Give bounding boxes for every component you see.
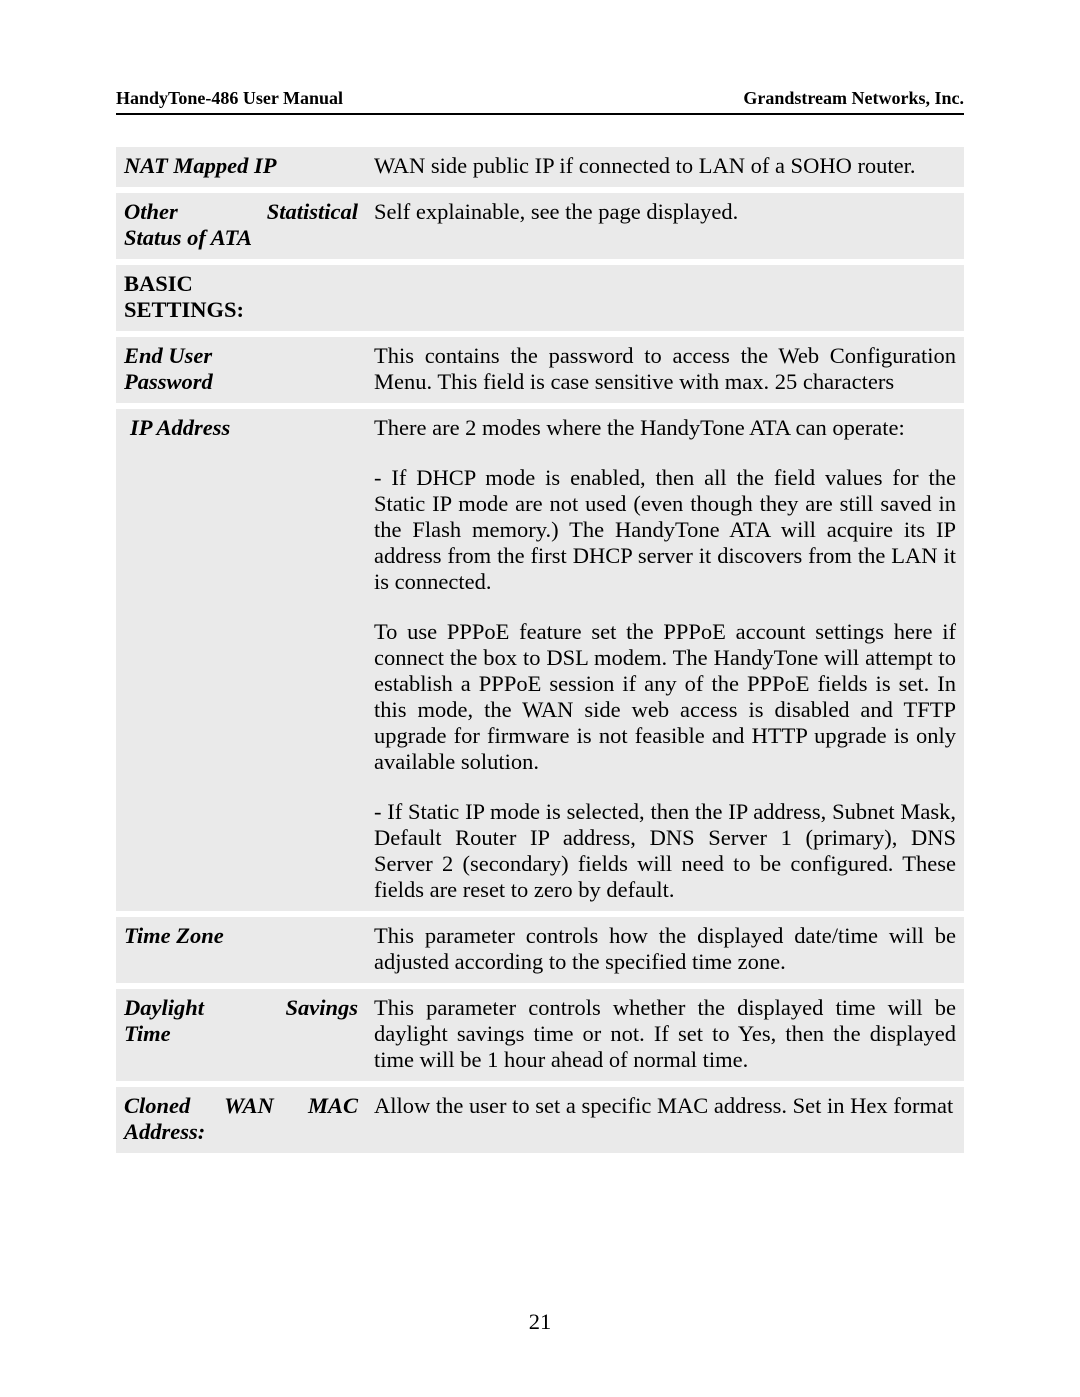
label-text: Daylight xyxy=(124,995,204,1021)
settings-table: NAT Mapped IP WAN side public IP if conn… xyxy=(116,141,964,1159)
row-label-time-zone: Time Zone xyxy=(116,917,366,983)
row-value-end-user-password: This contains the password to access the… xyxy=(366,337,964,403)
table-row: End User Password This contains the pass… xyxy=(116,337,964,403)
label-text: Address: xyxy=(124,1119,358,1145)
header-left: HandyTone-486 User Manual xyxy=(116,88,343,109)
table-row: IP Address There are 2 modes where the H… xyxy=(116,409,964,911)
page-header: HandyTone-486 User Manual Grandstream Ne… xyxy=(116,88,964,115)
table-row: BASIC SETTINGS: xyxy=(116,265,964,331)
row-value-basic-settings xyxy=(366,265,964,331)
row-value-other-stats: Self explainable, see the page displayed… xyxy=(366,193,964,259)
row-label-end-user-password: End User Password xyxy=(116,337,366,403)
table-row: NAT Mapped IP WAN side public IP if conn… xyxy=(116,147,964,187)
row-value-time-zone: This parameter controls how the displaye… xyxy=(366,917,964,983)
row-value-cloned-mac: Allow the user to set a specific MAC add… xyxy=(366,1087,964,1153)
row-label-other-stats: Other Statistical Status of ATA xyxy=(116,193,366,259)
row-value-ip-address: There are 2 modes where the HandyTone AT… xyxy=(366,409,964,911)
label-text: Savings xyxy=(285,995,358,1021)
paragraph: - If Static IP mode is selected, then th… xyxy=(374,799,956,903)
table-row: Other Statistical Status of ATA Self exp… xyxy=(116,193,964,259)
label-text: Other xyxy=(124,199,178,225)
paragraph: There are 2 modes where the HandyTone AT… xyxy=(374,415,956,441)
label-text: End User xyxy=(124,343,212,368)
row-label-cloned-mac: Cloned WAN MAC Address: xyxy=(116,1087,366,1153)
label-text: SETTINGS: xyxy=(124,297,244,322)
row-label-nat-mapped-ip: NAT Mapped IP xyxy=(116,147,366,187)
label-text: Cloned WAN MAC xyxy=(124,1093,358,1119)
row-label-basic-settings: BASIC SETTINGS: xyxy=(116,265,366,331)
header-right: Grandstream Networks, Inc. xyxy=(743,88,964,109)
row-value-nat-mapped-ip: WAN side public IP if connected to LAN o… xyxy=(366,147,964,187)
table-row: Time Zone This parameter controls how th… xyxy=(116,917,964,983)
label-text: Status of ATA xyxy=(124,225,252,250)
paragraph: To use PPPoE feature set the PPPoE accou… xyxy=(374,619,956,775)
row-label-ip-address: IP Address xyxy=(116,409,366,911)
label-text: Time xyxy=(124,1021,171,1046)
row-label-dst: Daylight Savings Time xyxy=(116,989,366,1081)
page-number: 21 xyxy=(0,1309,1080,1335)
label-text: BASIC xyxy=(124,271,193,296)
label-text: Statistical xyxy=(267,199,358,225)
row-value-dst: This parameter controls whether the disp… xyxy=(366,989,964,1081)
table-row: Daylight Savings Time This parameter con… xyxy=(116,989,964,1081)
paragraph: - If DHCP mode is enabled, then all the … xyxy=(374,465,956,595)
label-text: Password xyxy=(124,369,213,394)
table-row: Cloned WAN MAC Address: Allow the user t… xyxy=(116,1087,964,1153)
manual-page: HandyTone-486 User Manual Grandstream Ne… xyxy=(0,0,1080,1397)
